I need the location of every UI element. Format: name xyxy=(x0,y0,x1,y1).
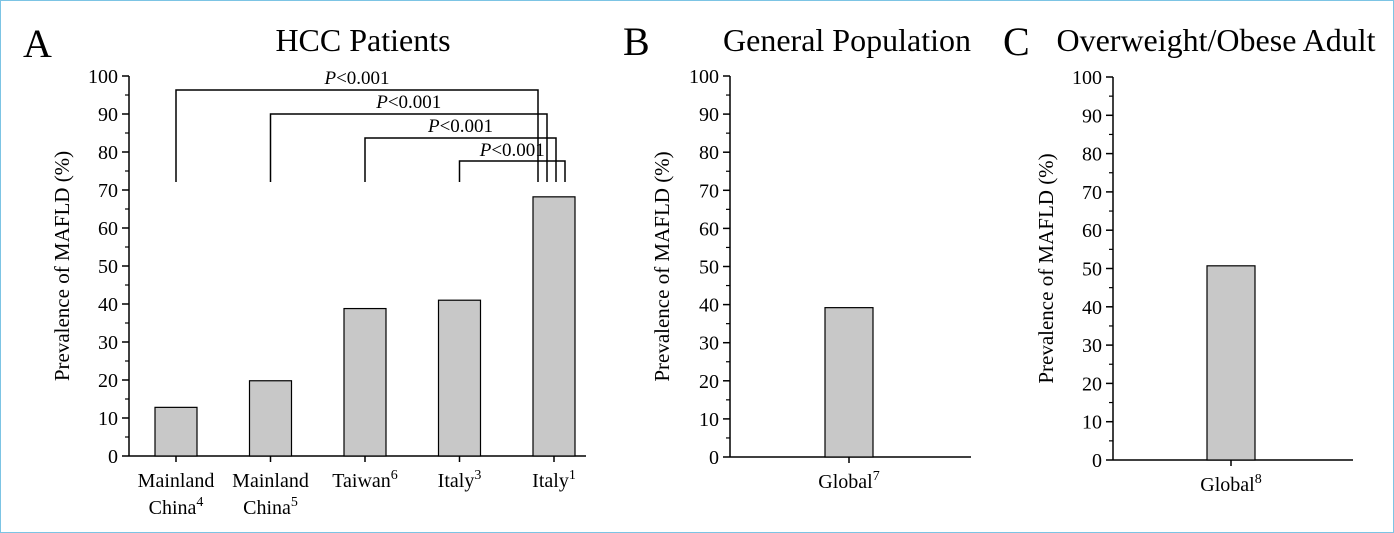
y-tick-label: 30 xyxy=(98,332,118,354)
x-tick-label: Italy3 xyxy=(438,468,482,492)
panel-letter: B xyxy=(623,19,650,64)
y-tick-label: 10 xyxy=(699,409,719,431)
significance-bracket xyxy=(175,89,539,182)
y-tick-label: 40 xyxy=(699,295,719,317)
y-tick-label: 60 xyxy=(1082,220,1102,242)
y-tick-label: 30 xyxy=(1082,335,1102,357)
chart-title: General Population xyxy=(723,22,971,58)
bar xyxy=(154,406,198,457)
y-tick-label: 50 xyxy=(1082,259,1102,281)
y-tick-label: 20 xyxy=(98,370,118,392)
p-value-label: P<0.001 xyxy=(479,140,545,161)
p-value-label: P<0.001 xyxy=(427,116,493,137)
y-tick-label: 0 xyxy=(1092,450,1102,472)
x-tick-label: Mainland xyxy=(138,470,215,492)
x-tick-label: Taiwan6 xyxy=(332,468,398,492)
panel-c: C Overweight/Obese Adult 0 10 20 30 40 50 60 70 80… xyxy=(1003,19,1376,496)
x-tick-label: China4 xyxy=(149,495,204,519)
y-tick-label: 10 xyxy=(1082,412,1102,434)
x-tick-label: Global7 xyxy=(818,469,879,493)
y-tick-label: 70 xyxy=(98,180,118,202)
y-tick-label: 60 xyxy=(98,218,118,240)
panel-a: A HCC Patients 0 10 20 30 40 50 60 70 80 90 100 Preva… xyxy=(23,21,586,519)
y-axis-label: Prevalence of MAFLD (%) xyxy=(50,151,74,381)
y-tick-label: 0 xyxy=(709,447,719,469)
bar xyxy=(532,196,576,457)
y-tick-label: 80 xyxy=(1082,144,1102,166)
x-tick-label: Italy1 xyxy=(532,468,576,492)
y-tick-label: 100 xyxy=(689,66,719,88)
y-axis-label: Prevalence of MAFLD (%) xyxy=(1034,153,1058,383)
y-tick-label: 20 xyxy=(699,371,719,393)
x-tick-label: Mainland xyxy=(232,470,309,492)
bar xyxy=(437,299,482,457)
chart-title: HCC Patients xyxy=(275,22,450,58)
y-tick-label: 90 xyxy=(1082,105,1102,127)
chart-title: Overweight/Obese Adult xyxy=(1056,22,1375,58)
y-tick-label: 50 xyxy=(98,256,118,278)
y-tick-label: 0 xyxy=(108,446,118,468)
x-tick-label: China5 xyxy=(243,495,298,519)
panel-letter: C xyxy=(1003,19,1030,64)
y-tick-label: 20 xyxy=(1082,373,1102,395)
bar xyxy=(824,307,874,458)
y-tick-label: 70 xyxy=(699,180,719,202)
y-tick-label: 100 xyxy=(1072,67,1102,89)
panel-b: B General Population 0 10 20 30 40 50 60 70 80 90 10… xyxy=(623,19,971,493)
bar xyxy=(343,307,387,457)
y-tick-label: 80 xyxy=(699,142,719,164)
y-tick-label: 10 xyxy=(98,408,118,430)
y-axis-label: Prevalence of MAFLD (%) xyxy=(650,151,674,381)
y-tick-label: 90 xyxy=(699,104,719,126)
bar xyxy=(248,380,293,457)
y-tick-label: 90 xyxy=(98,104,118,126)
y-tick-label: 40 xyxy=(1082,297,1102,319)
x-tick-label: Global8 xyxy=(1200,472,1261,496)
y-tick-label: 40 xyxy=(98,294,118,316)
y-tick-label: 50 xyxy=(699,257,719,279)
p-value-label: P<0.001 xyxy=(375,92,441,113)
p-value-label: P<0.001 xyxy=(323,68,389,89)
y-tick-label: 80 xyxy=(98,142,118,164)
significance-bracket xyxy=(269,113,548,182)
y-tick-label: 30 xyxy=(699,333,719,355)
bar xyxy=(1206,265,1256,461)
y-tick-label: 70 xyxy=(1082,182,1102,204)
significance-bracket xyxy=(458,160,566,182)
panel-letter: A xyxy=(23,21,52,66)
significance-bracket xyxy=(364,137,557,182)
y-tick-label: 60 xyxy=(699,218,719,240)
y-tick-label: 100 xyxy=(88,66,118,88)
